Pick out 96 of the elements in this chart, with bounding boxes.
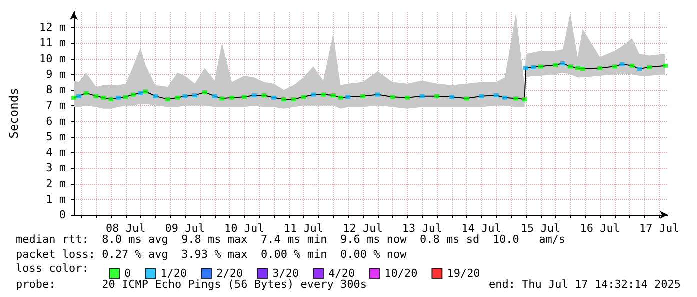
- point: [338, 96, 344, 100]
- point: [72, 96, 76, 100]
- point: [646, 65, 652, 70]
- point: [242, 95, 247, 100]
- point: [84, 91, 89, 96]
- x-tick-label: 11 Jul: [284, 222, 324, 235]
- point: [281, 97, 286, 102]
- text: end: Thu Jul 17 14:32:14 2025: [488, 278, 682, 291]
- point: [143, 90, 148, 94]
- point: [538, 64, 544, 69]
- point: [360, 94, 366, 98]
- point: [101, 96, 106, 100]
- point: [449, 95, 454, 100]
- point: [175, 96, 180, 100]
- point: [404, 96, 410, 100]
- point: [612, 64, 618, 69]
- point: [130, 92, 136, 97]
- y-tick-label: 7 m: [46, 99, 66, 112]
- point: [320, 92, 326, 97]
- point: [434, 94, 440, 98]
- text: packet loss: 0.27 % avg 3.93 % max 0.00 % min 0.00 % now: [16, 248, 408, 261]
- text: probe: 20 ICMP Echo Pings (56 Bytes) every 300s: [16, 278, 367, 291]
- y-tick-label: 8 m: [46, 84, 66, 97]
- point: [580, 66, 586, 71]
- point: [165, 97, 170, 102]
- legend-label: 1/20: [160, 267, 188, 280]
- point: [464, 96, 470, 101]
- legend-label: 2/20: [216, 267, 244, 280]
- y-tick-label: 2 m: [46, 177, 66, 190]
- point: [220, 96, 225, 101]
- point: [522, 97, 528, 102]
- point: [94, 94, 99, 98]
- x-tick-label: 16 Jul: [580, 222, 620, 235]
- point: [262, 94, 267, 98]
- x-tick-label: 13 Jul: [402, 222, 442, 235]
- point: [620, 62, 625, 66]
- point: [523, 66, 528, 70]
- legend-label: 19/20: [447, 267, 480, 280]
- point: [514, 96, 519, 101]
- point: [575, 66, 580, 70]
- x-tick-label: 15 Jul: [520, 222, 561, 235]
- point: [598, 66, 603, 70]
- point: [346, 95, 351, 100]
- legend-title: loss color:: [16, 262, 89, 275]
- x-tick-label: 09 Jul: [165, 222, 206, 235]
- point: [192, 94, 198, 98]
- y-tick-label: 1 m: [46, 192, 66, 206]
- y-tick-label: 10 m: [40, 52, 66, 66]
- legend-label: 4/20: [328, 267, 356, 280]
- y-tick-label: 6 m: [46, 114, 66, 128]
- point: [390, 95, 396, 100]
- point: [375, 92, 380, 97]
- point: [76, 94, 82, 98]
- legend-label: 10/20: [384, 267, 418, 280]
- point: [420, 94, 425, 98]
- point: [153, 94, 158, 98]
- point: [663, 64, 668, 68]
- point: [182, 94, 188, 98]
- y-tick-label: 11 m: [40, 36, 66, 50]
- legend-label: 3/20: [272, 267, 300, 280]
- y-tick-label: 5 m: [46, 130, 66, 144]
- x-tick-label: 17 Jul: [639, 222, 680, 235]
- point: [252, 94, 257, 98]
- text: median rtt: 8.0 ms avg 9.8 ms max 7.4 ms min 9.6 ms now 0.8 ms sd 10.0 am/s: [16, 233, 566, 246]
- legend-label: 0: [124, 267, 132, 280]
- point: [502, 96, 508, 100]
- y-tick-label: 3 m: [46, 162, 66, 175]
- x-tick-label: 12 Jul: [343, 222, 383, 235]
- y-tick-label: 12 m: [40, 21, 66, 34]
- point: [272, 96, 277, 100]
- x-tick-label: 14 Jul: [462, 222, 502, 235]
- point: [560, 62, 566, 66]
- point: [138, 91, 144, 96]
- point: [311, 92, 316, 97]
- point: [630, 64, 635, 68]
- point: [568, 64, 573, 69]
- point: [230, 96, 235, 100]
- point: [530, 65, 536, 70]
- y-axis-title: Seconds: [7, 88, 21, 139]
- point: [291, 97, 296, 102]
- point: [202, 90, 208, 94]
- y-tick-label: 4 m: [46, 146, 66, 160]
- point: [301, 95, 306, 100]
- point: [479, 94, 484, 98]
- point: [108, 97, 114, 102]
- y-tick-label: 0: [59, 208, 66, 222]
- point: [637, 66, 642, 71]
- y-tick-label: 9 m: [46, 68, 66, 81]
- point: [330, 94, 336, 98]
- point: [123, 95, 128, 100]
- point: [116, 96, 121, 100]
- point: [553, 63, 558, 68]
- x-tick-label: 10 Jul: [224, 222, 264, 235]
- x-tick-label: 08 Jul: [106, 222, 146, 235]
- point: [494, 94, 499, 98]
- point: [212, 94, 218, 98]
